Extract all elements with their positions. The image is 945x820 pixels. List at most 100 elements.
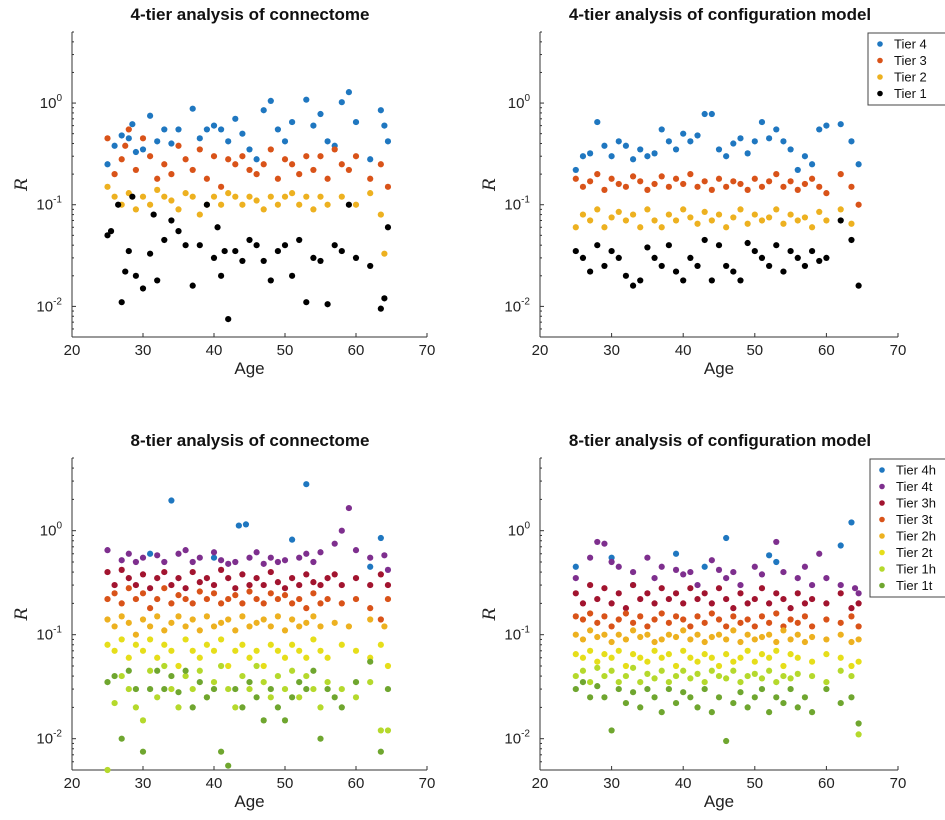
data-point xyxy=(281,156,289,163)
data-point xyxy=(139,135,147,142)
data-point xyxy=(744,239,751,247)
data-point xyxy=(175,592,182,599)
data-point xyxy=(672,566,680,573)
data-point xyxy=(267,97,274,105)
y-tick-label: 10-1 xyxy=(36,625,62,644)
data-point xyxy=(572,590,579,597)
data-point xyxy=(715,585,723,592)
data-point xyxy=(139,590,147,597)
data-point xyxy=(622,217,630,224)
data-point xyxy=(161,685,168,693)
data-point xyxy=(816,126,823,133)
data-point xyxy=(210,590,218,597)
data-point xyxy=(203,595,210,603)
data-point xyxy=(644,244,651,251)
data-point xyxy=(296,171,303,178)
data-point xyxy=(232,627,239,634)
data-point xyxy=(572,613,579,620)
data-point xyxy=(218,619,225,626)
data-point xyxy=(161,193,168,200)
data-point xyxy=(232,585,239,592)
data-point xyxy=(367,605,374,612)
data-point xyxy=(730,667,737,674)
data-point xyxy=(189,616,196,623)
data-point xyxy=(154,595,161,603)
x-tick-label: 40 xyxy=(675,775,692,792)
data-point xyxy=(680,616,687,623)
data-point xyxy=(622,272,630,279)
data-point xyxy=(232,704,239,711)
data-point xyxy=(281,685,289,693)
data-point xyxy=(816,550,823,557)
data-point xyxy=(246,146,253,153)
data-point xyxy=(296,623,303,630)
data-point xyxy=(579,600,587,607)
data-point xyxy=(651,575,658,582)
data-point xyxy=(587,647,594,654)
data-point xyxy=(246,623,253,630)
data-point xyxy=(289,600,296,607)
data-point xyxy=(267,146,274,153)
x-tick-label: 50 xyxy=(746,775,763,792)
data-point xyxy=(352,679,360,686)
data-point xyxy=(594,118,601,126)
data-point xyxy=(794,166,801,174)
data-point xyxy=(837,631,844,638)
data-point xyxy=(758,118,766,126)
data-point xyxy=(310,254,317,261)
data-point xyxy=(377,616,384,623)
data-point xyxy=(579,153,587,160)
series-7 xyxy=(572,664,862,738)
data-point xyxy=(680,180,687,188)
chart-panel-3: 8-tier analysis of connectome 20 30 40 50 60 7… xyxy=(12,431,435,811)
data-point xyxy=(823,685,830,693)
data-point xyxy=(579,667,587,674)
data-point xyxy=(246,581,253,589)
data-point xyxy=(794,217,801,224)
data-point xyxy=(281,627,289,634)
data-point xyxy=(622,672,630,680)
data-point xyxy=(823,600,830,607)
data-point xyxy=(232,193,239,200)
data-point xyxy=(377,211,384,218)
data-point xyxy=(182,636,189,643)
data-point xyxy=(615,631,622,638)
data-point xyxy=(203,575,210,582)
data-point xyxy=(680,600,687,607)
data-point xyxy=(274,595,281,603)
data-point xyxy=(787,605,794,612)
data-point xyxy=(324,301,331,308)
x-tick-label: 60 xyxy=(818,775,835,792)
data-point xyxy=(182,667,189,674)
data-point xyxy=(708,610,715,617)
data-point xyxy=(687,585,694,592)
data-point xyxy=(594,633,601,641)
data-point xyxy=(665,595,672,603)
data-point xyxy=(601,694,608,701)
data-point xyxy=(303,571,310,578)
y-tick-label: 10-2 xyxy=(36,296,62,315)
data-point xyxy=(587,268,594,275)
data-point xyxy=(324,654,331,661)
data-point xyxy=(615,138,622,145)
data-point xyxy=(338,247,345,255)
data-point xyxy=(848,613,855,620)
data-point xyxy=(608,175,615,182)
data-point xyxy=(338,193,345,200)
data-point xyxy=(161,662,168,670)
data-point xyxy=(303,299,310,306)
data-point xyxy=(658,636,665,643)
data-point xyxy=(665,138,672,145)
data-point xyxy=(317,110,324,118)
data-point xyxy=(267,568,274,576)
series-1 xyxy=(572,110,862,174)
x-tick-label: 30 xyxy=(603,775,620,792)
data-point xyxy=(855,161,862,168)
data-point xyxy=(587,150,594,157)
data-point xyxy=(730,268,737,275)
data-point xyxy=(723,651,730,658)
y-tick-label: 100 xyxy=(40,521,63,540)
data-point xyxy=(601,224,608,231)
data-point xyxy=(111,193,118,200)
